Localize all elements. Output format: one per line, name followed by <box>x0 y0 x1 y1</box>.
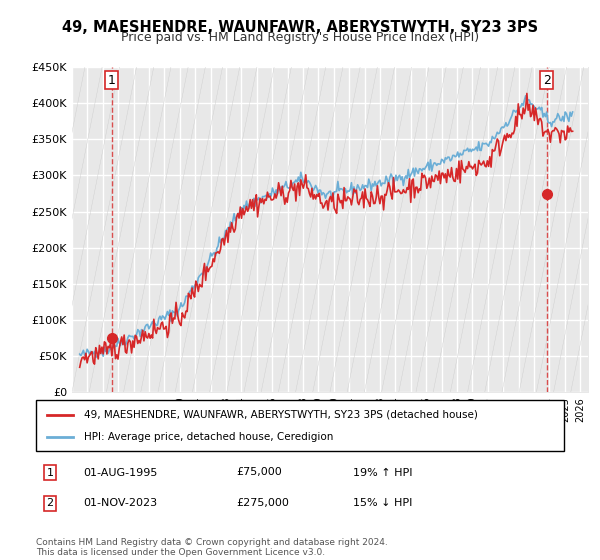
Text: 1: 1 <box>47 468 53 478</box>
Text: £275,000: £275,000 <box>236 498 290 508</box>
Text: 2: 2 <box>543 74 551 87</box>
Text: 49, MAESHENDRE, WAUNFAWR, ABERYSTWYTH, SY23 3PS: 49, MAESHENDRE, WAUNFAWR, ABERYSTWYTH, S… <box>62 20 538 35</box>
Text: Contains HM Land Registry data © Crown copyright and database right 2024.
This d: Contains HM Land Registry data © Crown c… <box>36 538 388 557</box>
Text: 49, MAESHENDRE, WAUNFAWR, ABERYSTWYTH, SY23 3PS (detached house): 49, MAESHENDRE, WAUNFAWR, ABERYSTWYTH, S… <box>83 409 478 419</box>
Text: 1: 1 <box>108 74 116 87</box>
Text: 15% ↓ HPI: 15% ↓ HPI <box>353 498 412 508</box>
Text: Price paid vs. HM Land Registry's House Price Index (HPI): Price paid vs. HM Land Registry's House … <box>121 31 479 44</box>
Text: 01-NOV-2023: 01-NOV-2023 <box>83 498 158 508</box>
Text: HPI: Average price, detached house, Ceredigion: HPI: Average price, detached house, Cere… <box>83 432 333 442</box>
Text: £75,000: £75,000 <box>236 468 283 478</box>
Text: 2: 2 <box>47 498 53 508</box>
FancyBboxPatch shape <box>36 400 564 451</box>
Text: 01-AUG-1995: 01-AUG-1995 <box>83 468 158 478</box>
Text: 19% ↑ HPI: 19% ↑ HPI <box>353 468 412 478</box>
